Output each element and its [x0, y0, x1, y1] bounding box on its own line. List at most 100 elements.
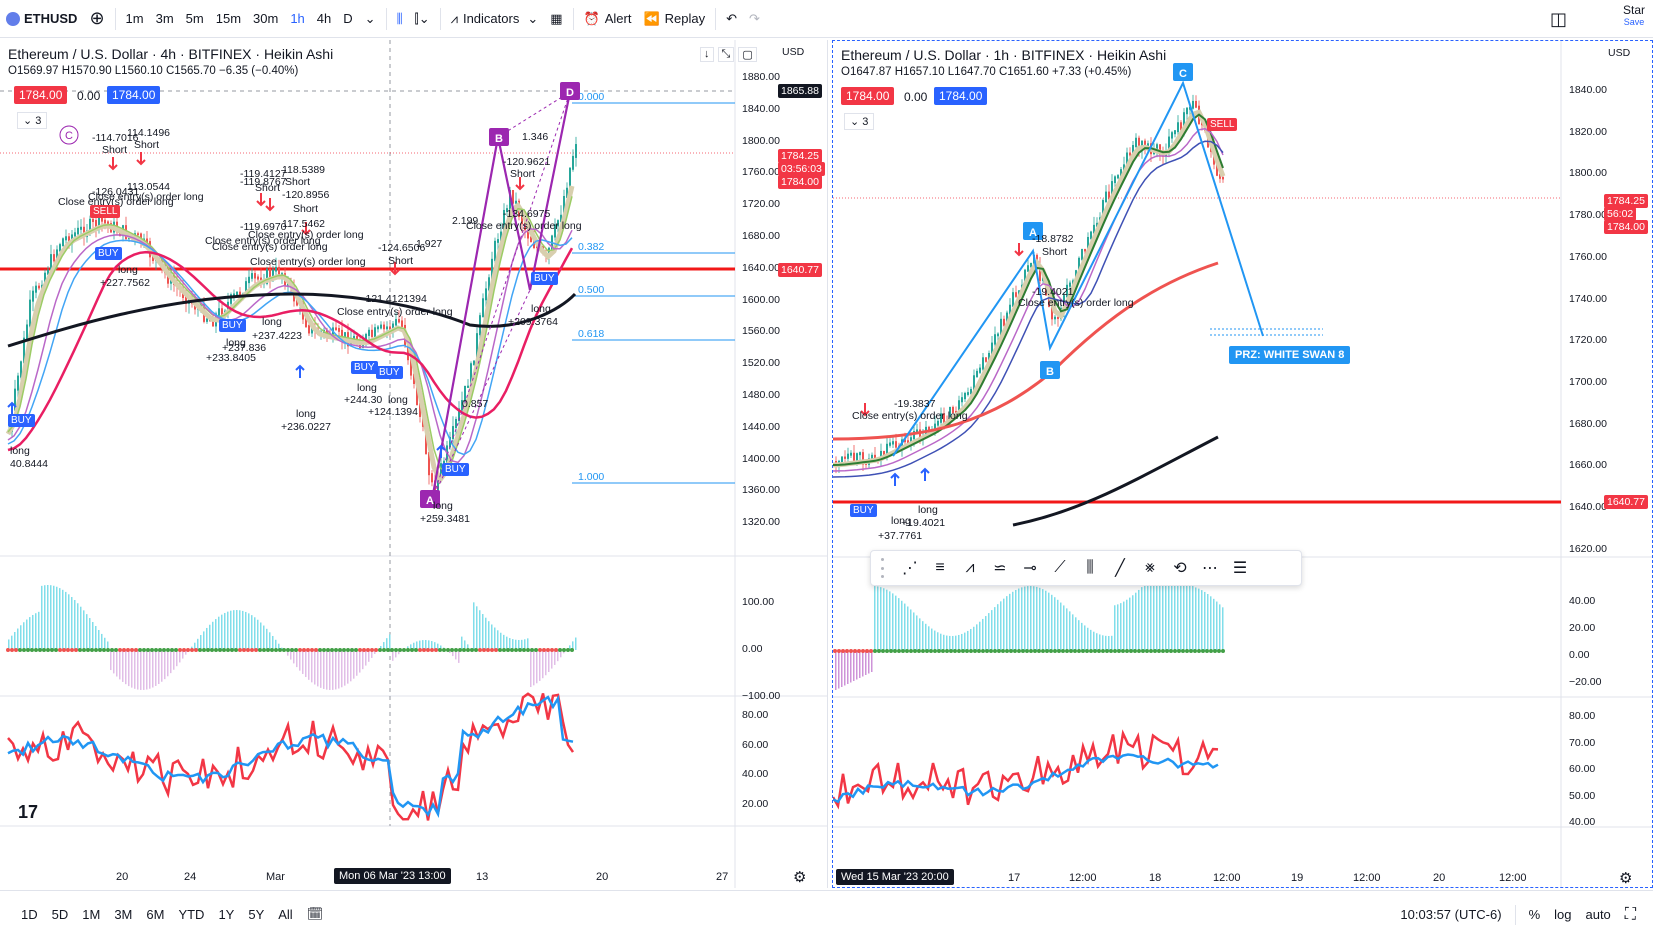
buy-signal-label[interactable]: BUY — [8, 414, 35, 427]
osc-dot — [985, 649, 989, 653]
replay-button[interactable]: ⏪ Replay — [637, 0, 711, 38]
osc-bar — [200, 635, 202, 650]
interval-d[interactable]: D — [343, 11, 353, 26]
drawing-toolbar[interactable]: ⋰ ≡ ⩘ ⋍ ⊸ ⟋ ⫼ ╱ ⨳ ⟲ ⋯ ☰ — [870, 550, 1302, 586]
sell-signal-label[interactable]: SELL — [90, 205, 121, 218]
maximize-icon[interactable]: ⤡ — [717, 47, 735, 62]
range-5y[interactable]: 5Y — [248, 906, 265, 922]
osc-dot — [410, 648, 414, 652]
range-ytd[interactable]: YTD — [178, 906, 205, 922]
ray-icon[interactable]: ╱ — [1115, 560, 1125, 577]
buy-signal-label[interactable]: BUY — [376, 366, 403, 379]
gear-icon[interactable]: ⚙ — [1619, 870, 1633, 887]
interval-1h[interactable]: 1h — [290, 11, 305, 26]
osc-dot — [142, 648, 146, 652]
drag-handle[interactable] — [881, 558, 889, 578]
chart-pane-4h[interactable]: 0.000 0.382 0.500 0.618 1.000 C B D A 17 Ethereum… — [0, 40, 828, 888]
prz-label[interactable]: PRZ: WHITE SWAN 8 — [1229, 346, 1351, 364]
indicator-counter[interactable]: ⌄ 3 — [17, 112, 48, 129]
trade-annotation: Close entry(s) order long — [250, 256, 366, 268]
candle-body — [889, 442, 891, 446]
alert-button[interactable]: ⏰ Alert — [578, 0, 638, 38]
range-1y[interactable]: 1Y — [218, 906, 235, 922]
auto-toggle[interactable]: auto — [1585, 907, 1611, 922]
spiral-icon[interactable]: ⟲ — [1173, 560, 1187, 577]
interval-1m[interactable]: 1m — [125, 11, 144, 26]
buy-signal-label[interactable]: BUY — [95, 247, 122, 260]
buy-price-tag[interactable]: 1784.00 — [934, 87, 988, 105]
scroll-down-icon[interactable]: ↓ — [700, 47, 714, 62]
chart-type-candles-button[interactable]: ⫿ ⌄ — [409, 0, 436, 38]
pattern-xabcd-icon[interactable]: ⋰ — [902, 560, 918, 577]
interval-4h[interactable]: 4h — [316, 11, 332, 26]
chart-pane-1h[interactable]: A B C Ethereum / U.S. Dollar · 1h · BITFIN… — [832, 40, 1653, 888]
osc-bar — [1060, 602, 1062, 651]
buy-signal-label[interactable]: BUY — [442, 463, 469, 476]
trade-annotation: -120.9621 — [503, 156, 551, 168]
osc-bar — [1132, 595, 1134, 651]
templates-button[interactable]: ▦ — [544, 0, 568, 38]
buy-signal-label[interactable]: BUY — [531, 272, 558, 285]
fullscreen-icon[interactable]: ▢ — [738, 47, 757, 62]
sell-price-tag[interactable]: 1784.00 — [841, 87, 895, 105]
buy-signal-label[interactable]: BUY — [351, 361, 378, 374]
osc-dot — [150, 648, 154, 652]
interval-dropdown[interactable]: ⌄ — [359, 0, 382, 38]
candle-body — [1129, 152, 1131, 156]
log-toggle[interactable]: log — [1554, 907, 1572, 922]
interval-15m[interactable]: 15m — [215, 11, 242, 26]
sell-price-tag[interactable]: 1784.00 — [14, 86, 68, 104]
triangle-icon[interactable]: ⨳ — [1145, 559, 1155, 576]
trade-annotation: +209.3764 — [508, 316, 558, 328]
save-area[interactable]: Star Save — [1623, 4, 1645, 28]
abcd-icon[interactable]: ⩘ — [965, 559, 975, 576]
interval-3m[interactable]: 3m — [155, 11, 174, 26]
trend-icon[interactable]: ⟋ — [1054, 559, 1066, 576]
time-axis-4h[interactable]: 20 24 Mar 13 20 27 Mon 06 Mar '23 13:00 — [0, 866, 827, 888]
chart-type-bars-button[interactable]: ⫼ — [391, 0, 409, 38]
indicator-counter[interactable]: ⌄ 3 — [844, 113, 875, 130]
range-3m[interactable]: 3M — [114, 906, 133, 922]
range-1d[interactable]: 1D — [21, 906, 38, 922]
fullscreen-icon[interactable]: ⛶ — [1624, 905, 1636, 923]
pitchfork-icon[interactable]: ⫼ — [1086, 559, 1094, 576]
osc-bar — [8, 639, 10, 650]
symbol-search[interactable]: ETHUSD — [0, 0, 83, 38]
buy-price-tag[interactable]: 1784.00 — [107, 86, 161, 104]
redo-button[interactable]: ↷ — [743, 0, 766, 38]
interval-5m[interactable]: 5m — [185, 11, 204, 26]
indicators-button[interactable]: ⩘ Indicators ⌄ — [445, 0, 545, 38]
chevron-down-icon: ⌄ — [418, 10, 430, 26]
layout-button[interactable]: ◫ — [1544, 0, 1573, 38]
range-5d[interactable]: 5D — [51, 906, 69, 922]
time-axis-1h[interactable]: 17 12:00 18 12:00 19 12:00 20 12:00 Wed 15 Mar … — [833, 867, 1652, 887]
range-all[interactable]: All — [278, 906, 293, 922]
chart-canvas-4h[interactable]: 0.000 0.382 0.500 0.618 1.000 C B D A 17 — [0, 40, 828, 888]
date-range-button[interactable]: 🗓 — [300, 906, 331, 922]
clock-label[interactable]: 10:03:57 (UTC-6) — [1400, 907, 1502, 922]
candle-body — [428, 451, 430, 476]
buy-signal-label[interactable]: BUY — [219, 319, 246, 332]
osc-bar — [1081, 622, 1083, 651]
list-icon[interactable]: ☰ — [1232, 560, 1248, 577]
candle-body — [413, 373, 415, 384]
osc-dot — [1041, 649, 1045, 653]
chart-canvas-1h[interactable]: A B C — [833, 41, 1653, 888]
line-icon[interactable]: ⊸ — [1023, 560, 1037, 577]
settings-lines-icon[interactable]: ⋯ — [1202, 560, 1218, 577]
buy-signal-label[interactable]: BUY — [850, 504, 877, 517]
range-1m[interactable]: 1M — [82, 906, 101, 922]
osc-dot — [262, 648, 266, 652]
undo-button[interactable]: ↶ — [720, 0, 743, 38]
elliott-icon[interactable]: ≡ — [935, 559, 945, 576]
currency-label[interactable]: USD — [782, 46, 805, 58]
interval-30m[interactable]: 30m — [253, 11, 279, 26]
osc-bar — [272, 635, 274, 650]
gear-icon[interactable]: ⚙ — [793, 869, 807, 886]
cypher-icon[interactable]: ⋍ — [993, 560, 1007, 577]
sell-signal-label[interactable]: SELL — [1207, 118, 1238, 131]
currency-label[interactable]: USD — [1608, 47, 1631, 59]
add-symbol-button[interactable]: ⊕ — [83, 0, 110, 38]
range-6m[interactable]: 6M — [146, 906, 165, 922]
percent-toggle[interactable]: % — [1528, 907, 1541, 922]
